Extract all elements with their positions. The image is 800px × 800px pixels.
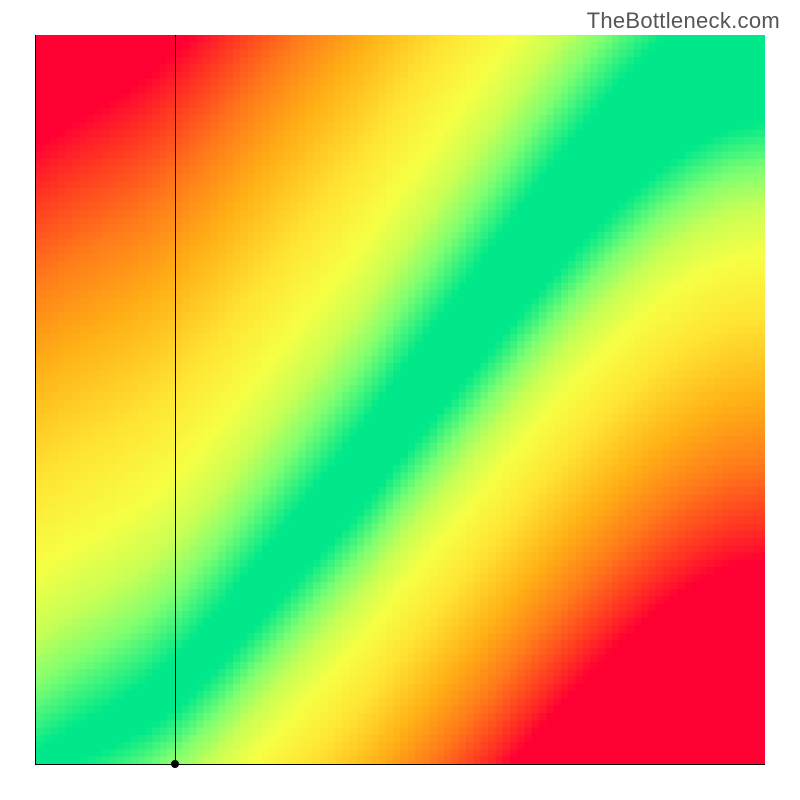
heatmap-canvas — [36, 35, 765, 764]
watermark-text: TheBottleneck.com — [587, 8, 780, 34]
crosshair-vertical — [175, 35, 176, 764]
bottleneck-heatmap — [35, 35, 765, 765]
selection-marker — [171, 760, 179, 768]
